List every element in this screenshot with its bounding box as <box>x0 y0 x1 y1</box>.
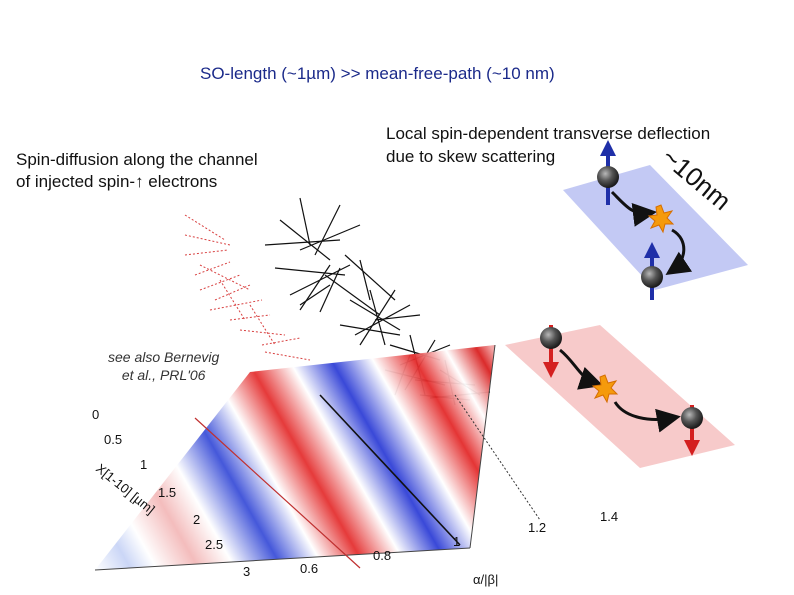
x-tick-label: 0.6 <box>300 561 318 576</box>
x-tick-label: 0.8 <box>373 548 391 563</box>
skew-scattering-caption-line1: Local spin-dependent transverse deflecti… <box>386 124 711 143</box>
x-tick-label: 1.2 <box>528 520 546 535</box>
reference-note-line1: see also Bernevig <box>108 349 220 365</box>
pink-plane <box>505 325 735 468</box>
y-tick-label: 1.5 <box>158 485 176 500</box>
y-tick-label: 0.5 <box>104 432 122 447</box>
spin-up-arrow-head-icon <box>600 140 616 156</box>
spin-density-surface <box>94 344 541 571</box>
reference-note-line2: et al., PRL'06 <box>121 367 206 383</box>
x-tick-label: 1 <box>453 534 460 549</box>
spin-down-scattering-panel <box>505 325 735 468</box>
y-tick-label: 3 <box>243 564 250 579</box>
electron-icon <box>681 407 703 429</box>
electron-icon <box>641 266 663 288</box>
spin-down-arrow-head-icon <box>684 440 700 456</box>
impurity-icon <box>647 204 675 234</box>
skew-scattering-caption-line2: due to skew scattering <box>386 147 556 166</box>
y-tick-label: 2 <box>193 512 200 527</box>
spin-diffusion-caption-line2: of injected spin-↑ electrons <box>16 172 218 191</box>
deflection-arrow <box>610 190 657 227</box>
electron-icon <box>597 166 619 188</box>
x-axis: 0.6 0.8 1 1.2 1.4 α/|β| <box>300 509 618 587</box>
spin-diffusion-caption-line1: Spin-diffusion along the channel <box>16 150 258 169</box>
y-axis-label: X[1-10] [µm] <box>93 461 158 517</box>
spin-down-arrow-head-icon <box>543 362 559 378</box>
spin-up-scattering-panel: ~10nm <box>563 140 748 300</box>
deflection-arrow <box>665 228 693 276</box>
x-tick-label: 1.4 <box>600 509 618 524</box>
deflection-arrow <box>559 348 604 390</box>
impurity-icon <box>591 374 619 404</box>
x-axis-label: α/|β| <box>473 572 498 587</box>
red-spin-trajectory-lines <box>184 214 311 361</box>
electron-icon <box>540 327 562 349</box>
spin-diffusion-caption: Spin-diffusion along the channel of inje… <box>16 149 258 193</box>
page-title: SO-length (~1µm) >> mean-free-path (~10 … <box>200 64 555 83</box>
y-tick-label: 0 <box>92 407 99 422</box>
y-tick-label: 2.5 <box>205 537 223 552</box>
deflection-arrow <box>613 401 681 433</box>
y-tick-label: 1 <box>140 457 147 472</box>
spin-up-arrow-head-icon <box>644 242 660 258</box>
reference-note: see also Bernevig et al., PRL'06 <box>108 348 219 384</box>
skew-scattering-caption: Local spin-dependent transverse deflecti… <box>386 122 710 168</box>
